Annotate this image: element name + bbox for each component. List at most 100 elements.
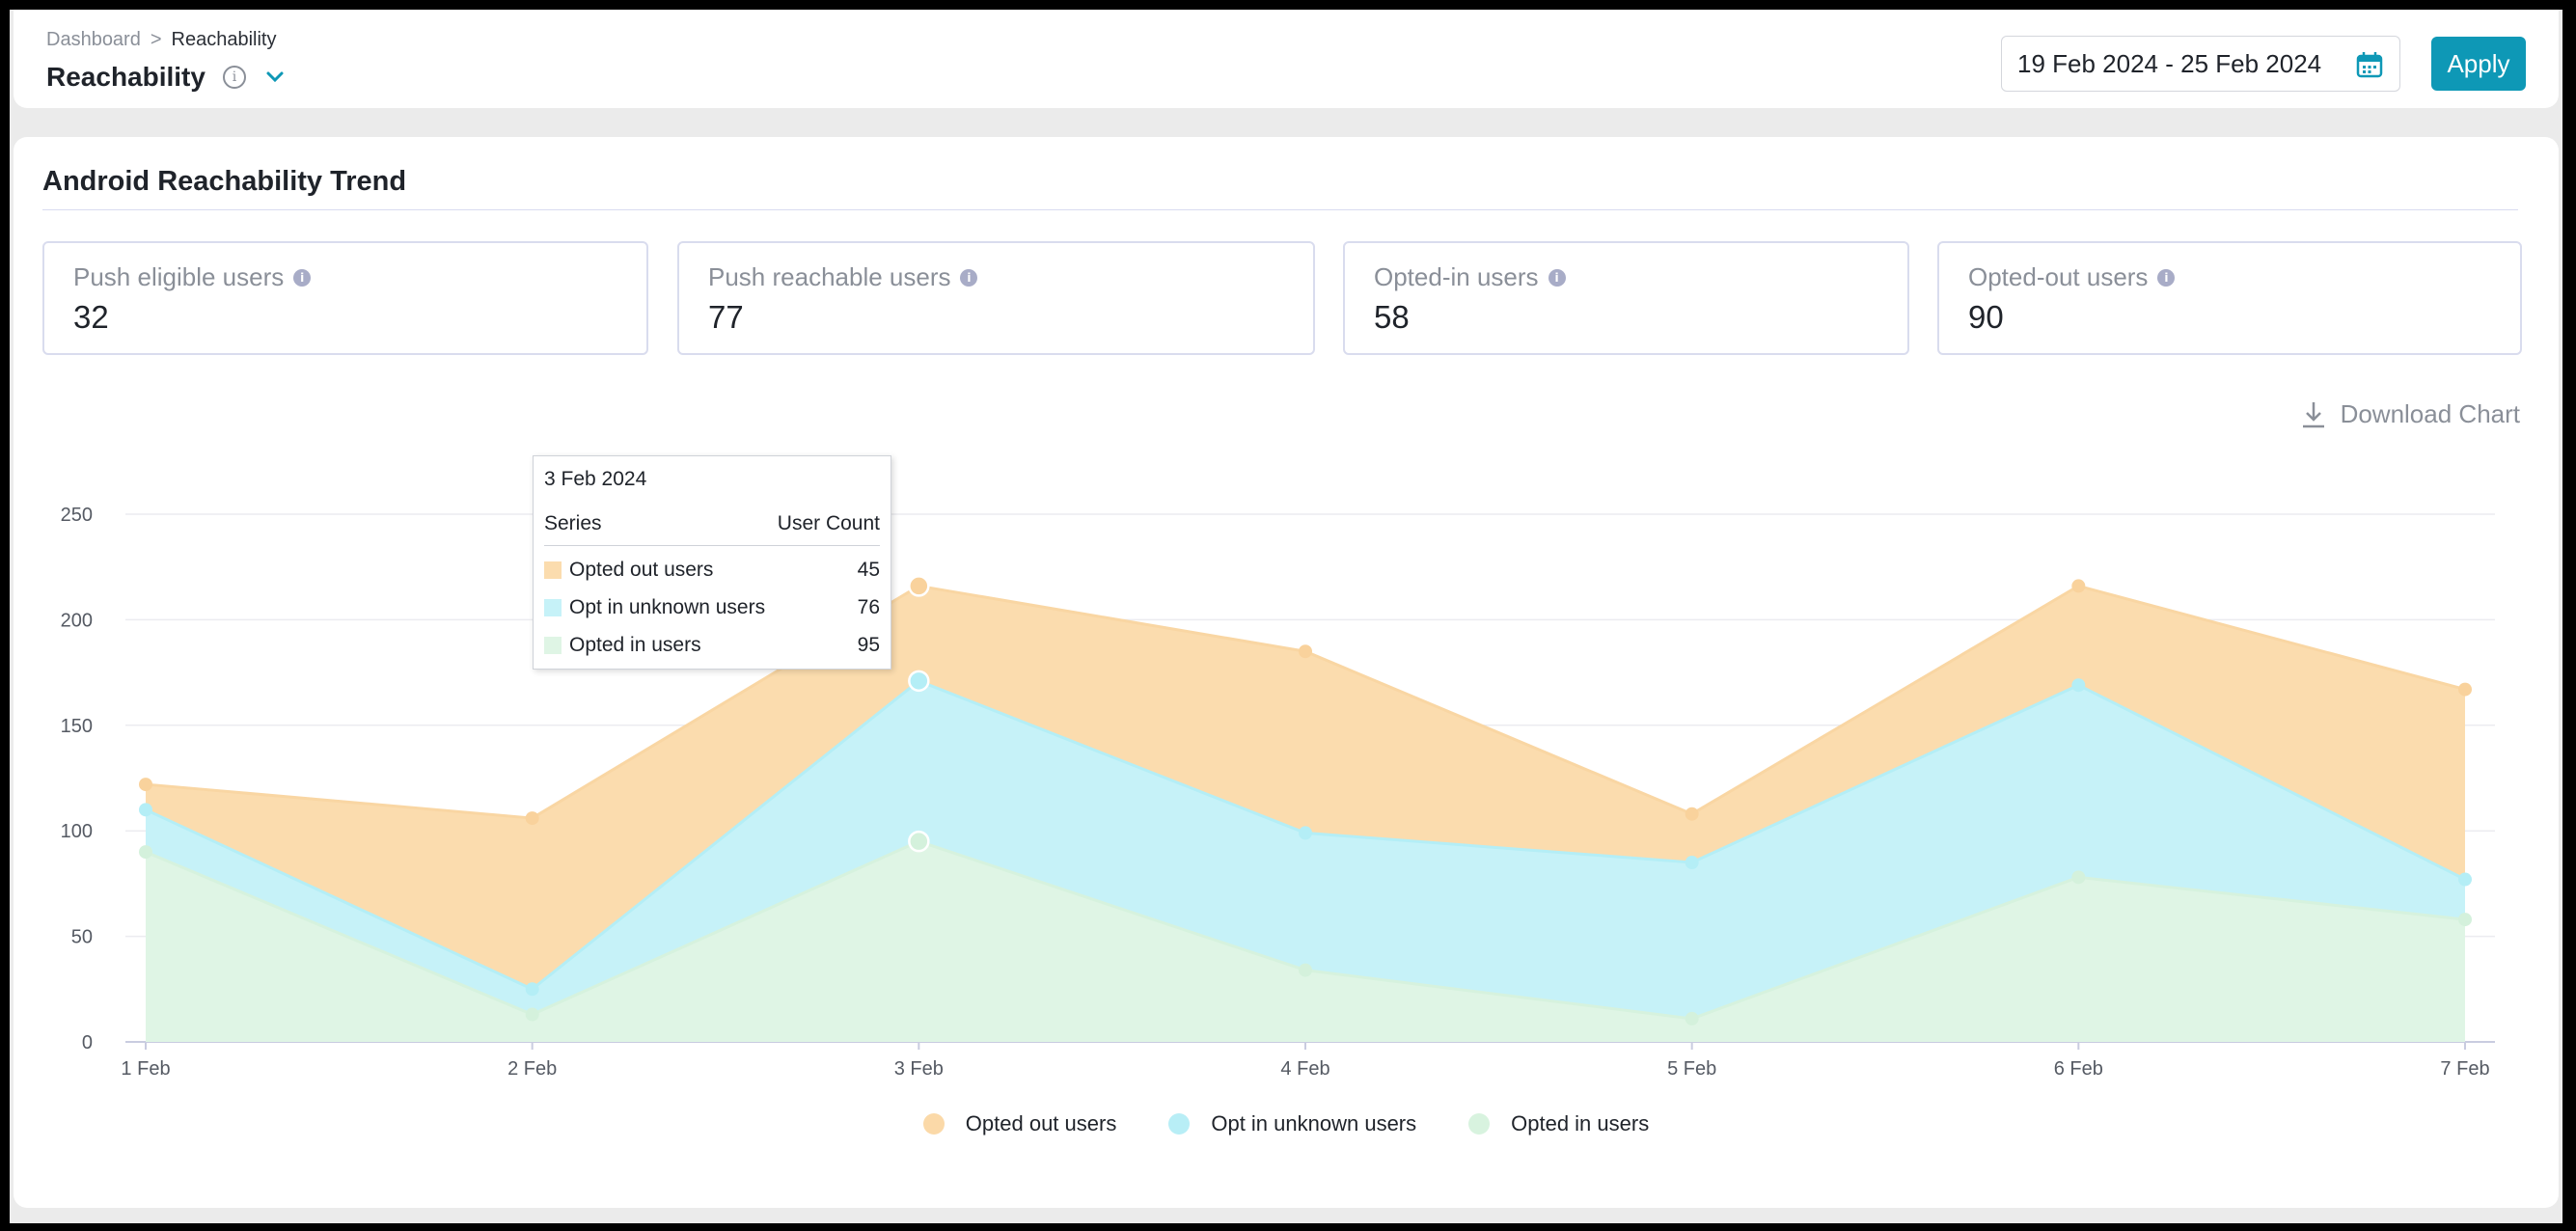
- calendar-icon[interactable]: [2355, 50, 2384, 79]
- tooltip-col-count: User Count: [777, 512, 880, 534]
- legend-label: Opt in unknown users: [1211, 1111, 1417, 1135]
- tooltip-row: Opted in users 95: [544, 634, 880, 657]
- area-opted-out: [146, 586, 2465, 990]
- x-tick-label: 4 Feb: [1280, 1058, 1329, 1080]
- data-point: [908, 575, 930, 597]
- page-header: Dashboard > Reachability Reachability i …: [14, 10, 2559, 108]
- stat-push-reachable: Push reachable users i 77: [677, 241, 1315, 355]
- x-tick-label: 7 Feb: [2440, 1058, 2489, 1080]
- tooltip-col-series: Series: [544, 512, 602, 534]
- data-point: [1685, 856, 1699, 870]
- legend-dot-icon: [1468, 1113, 1491, 1135]
- x-tick-label: 3 Feb: [894, 1058, 944, 1080]
- tooltip-row: Opt in unknown users 76: [544, 596, 880, 619]
- data-point: [1299, 826, 1312, 840]
- data-point: [525, 1007, 539, 1022]
- reachability-area-chart: 0 50 100 150 200 250 1 Feb 2 Feb 3 Feb 4 Feb 5 Feb…: [61, 505, 2495, 1080]
- data-point: [2071, 678, 2086, 693]
- x-tick-label: 6 Feb: [2054, 1058, 2103, 1080]
- y-tick-label: 100: [61, 821, 93, 842]
- download-chart-button[interactable]: Download Chart: [2300, 399, 2520, 429]
- data-point: [908, 670, 930, 693]
- tooltip-date: 3 Feb 2024: [544, 468, 647, 490]
- stat-label: Opted-out users: [1968, 262, 2149, 291]
- tooltip-series-name: Opt in unknown users: [569, 596, 766, 618]
- stat-value: 77: [708, 299, 744, 335]
- date-range-value: 19 Feb 2024 - 25 Feb 2024: [2017, 48, 2322, 78]
- app-frame: Dashboard > Reachability Reachability i …: [10, 10, 2562, 1223]
- info-icon[interactable]: i: [1548, 268, 1566, 287]
- divider: [42, 209, 2518, 210]
- swatch-icon: [544, 637, 562, 654]
- legend-label: Opted out users: [965, 1111, 1117, 1135]
- stat-label: Push eligible users: [73, 262, 285, 291]
- swatch-icon: [544, 561, 562, 579]
- legend-dot-icon: [922, 1113, 945, 1135]
- tooltip-header: Series User Count: [544, 512, 880, 546]
- page-title-row: Reachability i: [46, 62, 287, 93]
- stat-opted-in: Opted-in users i 58: [1343, 241, 1909, 355]
- area-opt-in-unknown: [146, 680, 2465, 1019]
- y-tick-label: 250: [61, 505, 93, 526]
- legend-item-opted-in[interactable]: Opted in users: [1468, 1111, 1649, 1136]
- data-point: [525, 811, 539, 826]
- stat-label-wrap: Opted-out users i: [1968, 262, 2176, 292]
- x-tick-label: 1 Feb: [121, 1058, 170, 1080]
- breadcrumb-current: Reachability: [171, 29, 277, 50]
- data-point: [2071, 579, 2086, 593]
- tooltip-value: 76: [857, 596, 880, 618]
- x-tick-label: 5 Feb: [1667, 1058, 1716, 1080]
- stat-value: 90: [1968, 299, 2004, 335]
- tooltip-series-name: Opted out users: [569, 559, 714, 581]
- info-icon[interactable]: i: [960, 268, 978, 287]
- area-opted-in: [146, 841, 2465, 1042]
- legend-label: Opted in users: [1511, 1111, 1650, 1135]
- stat-push-eligible: Push eligible users i 32: [42, 241, 648, 355]
- y-tick-label: 200: [61, 610, 93, 631]
- info-icon[interactable]: i: [2157, 268, 2176, 287]
- tooltip-value: 45: [857, 559, 880, 581]
- date-range-picker[interactable]: 19 Feb 2024 - 25 Feb 2024: [2001, 36, 2400, 92]
- apply-button[interactable]: Apply: [2431, 37, 2526, 91]
- breadcrumb-dashboard[interactable]: Dashboard: [46, 29, 141, 50]
- swatch-icon: [544, 599, 562, 616]
- data-point: [2071, 870, 2086, 885]
- breadcrumb-separator: >: [150, 29, 162, 50]
- data-point: [2458, 872, 2472, 887]
- legend-item-opt-in-unknown[interactable]: Opt in unknown users: [1168, 1111, 1416, 1136]
- chart-tooltip: 3 Feb 2024 Series User Count Opted out u…: [533, 455, 891, 670]
- breadcrumb: Dashboard > Reachability: [46, 29, 276, 51]
- x-tick-label: 2 Feb: [507, 1058, 557, 1080]
- data-point: [2458, 913, 2472, 927]
- download-icon: [2302, 401, 2324, 427]
- data-point: [139, 778, 152, 792]
- chart-legend: Opted out users Opt in unknown users Opt…: [14, 1111, 2559, 1136]
- tooltip-row: Opted out users 45: [544, 559, 880, 582]
- legend-dot-icon: [1168, 1113, 1191, 1135]
- data-point: [139, 845, 152, 860]
- y-tick-label: 150: [61, 716, 93, 737]
- stat-opted-out: Opted-out users i 90: [1937, 241, 2522, 355]
- data-point: [525, 982, 539, 997]
- tooltip-series-name: Opted in users: [569, 634, 701, 656]
- legend-item-opted-out[interactable]: Opted out users: [922, 1111, 1117, 1136]
- card-title: Android Reachability Trend: [42, 166, 407, 197]
- stat-value: 32: [73, 299, 109, 335]
- info-icon[interactable]: i: [293, 268, 312, 287]
- stat-value: 58: [1374, 299, 1410, 335]
- download-chart-label: Download Chart: [2340, 399, 2520, 428]
- chevron-down-icon[interactable]: [263, 66, 287, 89]
- stat-label-wrap: Push eligible users i: [73, 262, 312, 292]
- reachability-trend-card: Android Reachability Trend Push eligible…: [14, 137, 2559, 1208]
- stat-label-wrap: Opted-in users i: [1374, 262, 1566, 292]
- info-icon[interactable]: i: [222, 66, 246, 89]
- tooltip-value: 95: [857, 634, 880, 656]
- data-point: [908, 830, 930, 853]
- stat-label: Push reachable users: [708, 262, 951, 291]
- y-tick-label: 0: [82, 1032, 93, 1053]
- data-point: [1299, 963, 1312, 977]
- stat-label: Opted-in users: [1374, 262, 1539, 291]
- page-title: Reachability: [46, 62, 206, 92]
- data-point: [139, 803, 152, 817]
- data-point: [1685, 1011, 1699, 1026]
